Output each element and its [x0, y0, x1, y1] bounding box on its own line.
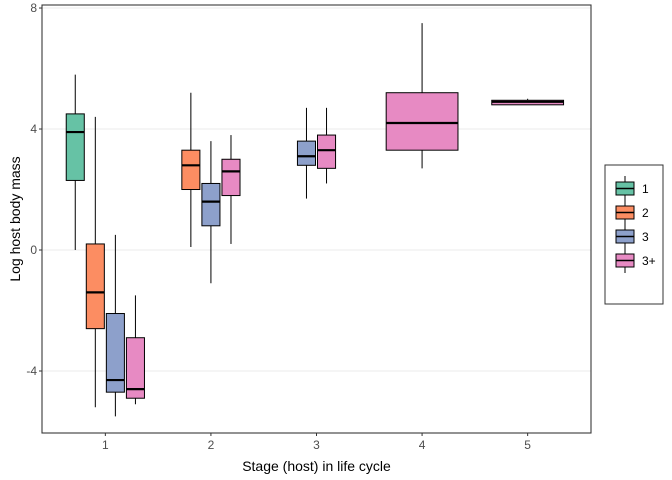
y-axis-title: Log host body mass: [7, 156, 23, 281]
y-tick-label: -4: [26, 364, 37, 378]
box-iqr: [85, 243, 105, 330]
gridlines: [42, 7, 591, 372]
box-iqr: [317, 134, 337, 169]
x-tick-label: 3: [313, 438, 320, 452]
x-axis-title: Stage (host) in life cycle: [242, 458, 391, 474]
box-3+-stage-3: [317, 107, 337, 184]
legend: 1 2 3 3+: [604, 164, 664, 305]
box-3+-stage-1: [125, 295, 145, 405]
box-3-stage-3: [296, 107, 316, 199]
x-tick-label: 2: [208, 438, 215, 452]
box-iqr: [105, 313, 125, 393]
box-2-stage-1: [85, 116, 105, 408]
box-iqr: [296, 140, 316, 166]
legend-key-2: [615, 200, 635, 225]
legend-label: 3: [642, 230, 649, 244]
box-iqr: [201, 182, 221, 227]
y-axis: -4 0 4 8: [26, 1, 42, 378]
box-iqr: [65, 113, 85, 181]
box-iqr: [181, 149, 201, 191]
y-tick-label: 8: [30, 1, 37, 15]
box-2-stage-2: [181, 92, 201, 247]
legend-key-1: [615, 176, 635, 201]
y-tick-label: 0: [30, 243, 37, 257]
box-1-stage-1: [65, 74, 85, 251]
x-tick-label: 5: [524, 438, 531, 452]
x-tick-label: 4: [419, 438, 426, 452]
box-iqr: [125, 337, 145, 399]
box-3+-stage-5: [491, 98, 565, 106]
x-tick-label: 1: [102, 438, 109, 452]
legend-key-3+: [615, 248, 635, 273]
legend-label: 2: [642, 206, 649, 220]
legend-label: 1: [642, 182, 649, 196]
y-tick-label: 4: [30, 122, 37, 136]
box-3-stage-2: [201, 141, 221, 284]
x-axis: 1 2 3 4 5: [102, 433, 531, 452]
box-iqr: [221, 158, 241, 197]
box-3+-stage-2: [221, 135, 241, 244]
legend-key-3: [615, 224, 635, 249]
box-3+-stage-4: [385, 23, 459, 169]
boxes: [65, 23, 565, 417]
box-iqr: [385, 92, 459, 151]
box-3-stage-1: [105, 234, 125, 417]
legend-label: 3+: [642, 254, 656, 268]
